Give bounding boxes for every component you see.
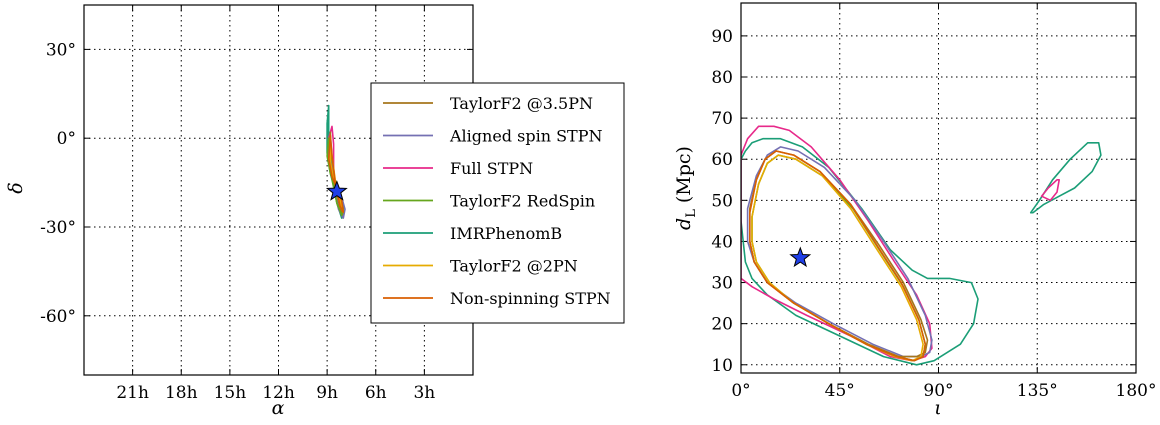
legend-entry-label: TaylorF2 @2PN — [450, 257, 578, 276]
legend-entry-label: TaylorF2 RedSpin — [450, 192, 595, 211]
y-tick-label: 80 — [711, 68, 733, 88]
legend-box — [370, 82, 625, 324]
x-tick-label: 12h — [262, 383, 295, 403]
y-tick-label: 30 — [711, 274, 733, 294]
distance-inclination-panel: 0° 45° 90° 135° 180° 10 20 30 40 50 60 70 80 90 ι dL (M… — [673, 2, 1157, 419]
legend-entry-label: IMRPhenomB — [450, 224, 562, 243]
x-tick-label: 18h — [165, 383, 198, 403]
legend: TaylorF2 @3.5PN Aligned spin STPN Full STP… — [370, 82, 625, 324]
x-tick-label: 3h — [413, 383, 435, 403]
x-tick-label: 9h — [316, 383, 338, 403]
x-tick-label: 45° — [825, 381, 855, 401]
x-tick-label: 135° — [1017, 381, 1058, 401]
contour-imrphenomb — [741, 137, 979, 366]
injection-star-marker — [789, 246, 812, 268]
plot-frame — [740, 2, 1137, 374]
y-tick-label: 10 — [711, 356, 733, 376]
y-tick-label: 40 — [711, 232, 733, 252]
y-tick-label: 0° — [57, 129, 76, 149]
contours — [326, 104, 346, 219]
contours — [741, 125, 1102, 366]
y-tick-label: -60° — [40, 307, 76, 327]
y-tick-label: 20 — [711, 315, 733, 335]
x-tick-label: 90° — [923, 381, 953, 401]
injection-star-marker — [325, 180, 348, 201]
x-tick-label: 0° — [731, 381, 750, 401]
x-tick-label: 180° — [1116, 381, 1157, 401]
y-tick-label: 60 — [711, 150, 733, 170]
y-tick-label: 30° — [46, 40, 76, 60]
y-axis-label-symbol: d — [673, 218, 695, 230]
contour-full-stpn — [1040, 179, 1060, 202]
legend-entry-label: TaylorF2 @3.5PN — [450, 94, 593, 113]
x-tick-label: 6h — [365, 383, 387, 403]
y-tick-label: 90 — [711, 27, 733, 47]
x-tick-label: 15h — [214, 383, 247, 403]
sky-localization-panel: 21h 18h 15h 12h 9h 6h 3h 30° 0° -30° -60° α δ TaylorF… — [5, 4, 625, 419]
y-axis-label-unit: (Mpc) — [673, 146, 695, 209]
y-tick-label: -30° — [40, 218, 76, 238]
y-axis-label: dL (Mpc) — [673, 146, 699, 230]
x-axis-label: α — [272, 397, 285, 419]
contour-non-spinning-stpn — [327, 134, 345, 213]
legend-entry-label: Non-spinning STPN — [450, 289, 611, 308]
y-tick-label: 50 — [711, 191, 733, 211]
x-tick-label: 21h — [116, 383, 149, 403]
contour-full-stpn — [741, 125, 933, 362]
contour-non-spinning-stpn — [748, 150, 927, 362]
legend-entry-label: Aligned spin STPN — [449, 127, 603, 146]
y-axis-label-subscript: L — [684, 209, 699, 218]
y-axis-label: δ — [5, 182, 27, 193]
contour-taylorf2-2pn — [751, 154, 924, 362]
legend-entry-label: Full STPN — [450, 159, 533, 178]
contour-imrphenomb — [1029, 142, 1102, 214]
x-axis-label: ι — [934, 397, 941, 419]
y-tick-label: 70 — [711, 109, 733, 129]
